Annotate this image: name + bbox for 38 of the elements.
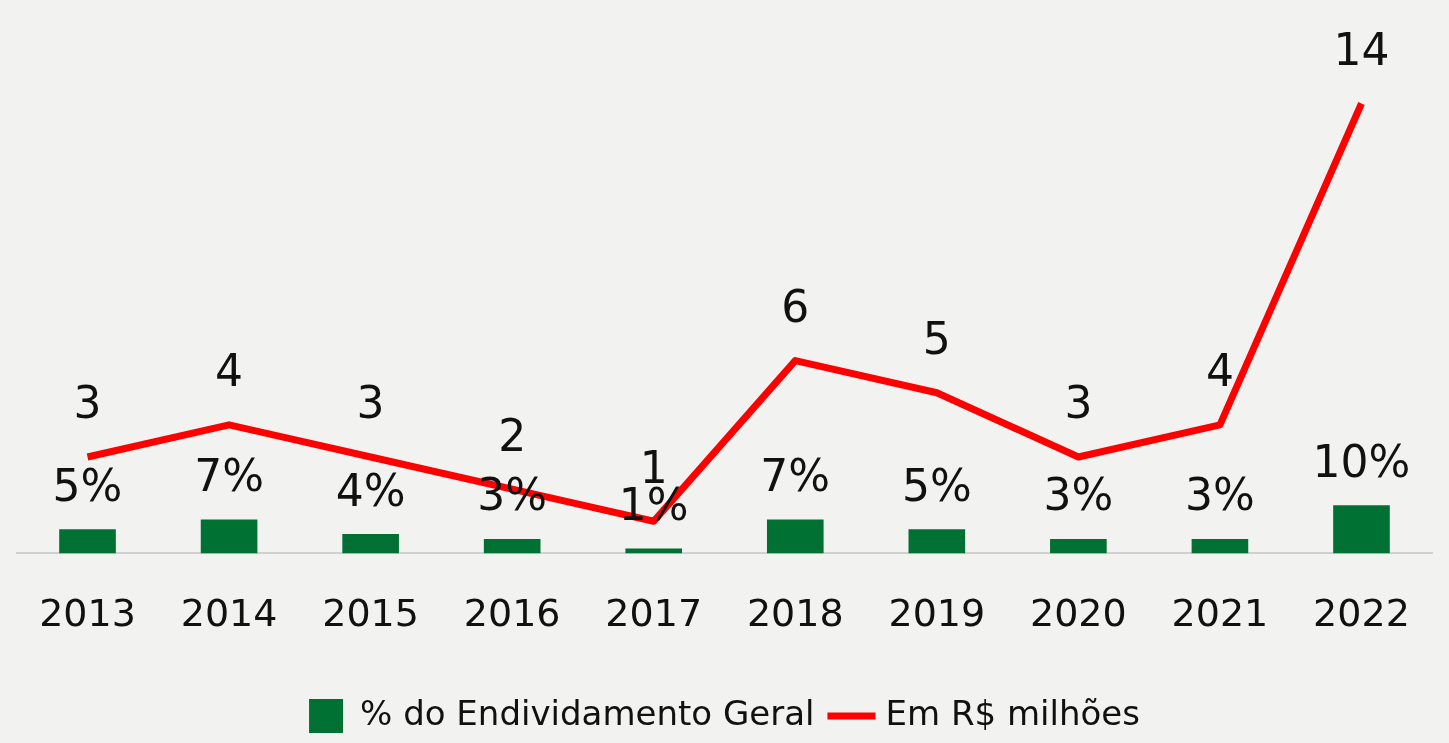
x-tick-label: 2015 bbox=[322, 591, 419, 636]
data-label: 3 bbox=[356, 377, 385, 429]
legend-label: % do Endividamento Geral bbox=[360, 692, 815, 733]
data-label: 3 bbox=[73, 377, 102, 429]
bar bbox=[1333, 505, 1390, 554]
data-label: 7% bbox=[194, 450, 264, 502]
x-tick-label: 2017 bbox=[605, 591, 703, 636]
legend-label: Em R$ milhões bbox=[885, 692, 1140, 733]
data-label: 4 bbox=[215, 345, 244, 397]
data-label: 4% bbox=[335, 464, 406, 516]
data-label: 10% bbox=[1312, 435, 1411, 487]
bar bbox=[1050, 538, 1107, 554]
data-label: 5 bbox=[922, 313, 951, 365]
bar bbox=[342, 534, 399, 554]
x-tick-label: 2013 bbox=[39, 591, 136, 636]
data-label: 3% bbox=[1185, 469, 1255, 521]
bar bbox=[483, 538, 541, 554]
x-tick-label: 2014 bbox=[180, 591, 278, 636]
x-tick-label: 2021 bbox=[1171, 591, 1269, 636]
data-label: 2 bbox=[498, 409, 527, 461]
bar bbox=[908, 529, 966, 554]
data-label: 3% bbox=[1043, 469, 1114, 521]
x-tick-label: 2016 bbox=[463, 591, 561, 636]
x-tick-label: 2019 bbox=[888, 591, 986, 636]
bar bbox=[1191, 538, 1249, 554]
x-tick-label: 2018 bbox=[746, 591, 844, 636]
data-label: 7% bbox=[760, 450, 831, 502]
data-label: 6 bbox=[781, 281, 810, 333]
data-label: 5% bbox=[52, 459, 123, 511]
data-label: 14 bbox=[1333, 23, 1390, 75]
data-label: 4 bbox=[1205, 345, 1234, 397]
data-label: 3 bbox=[1064, 377, 1093, 429]
bar bbox=[766, 519, 824, 554]
bar bbox=[59, 529, 116, 554]
x-tick-label: 2020 bbox=[1030, 591, 1127, 636]
x-tick-label: 2022 bbox=[1313, 591, 1410, 636]
data-label: 5% bbox=[901, 459, 972, 511]
bar bbox=[200, 519, 258, 554]
